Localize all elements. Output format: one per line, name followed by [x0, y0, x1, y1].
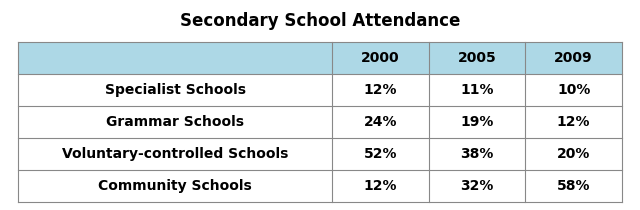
Text: 24%: 24%	[364, 115, 397, 129]
Text: 2005: 2005	[458, 51, 497, 65]
Text: 11%: 11%	[460, 83, 494, 97]
Bar	[18, 106, 622, 138]
Text: 32%: 32%	[460, 179, 493, 193]
Text: Specialist Schools: Specialist Schools	[104, 83, 246, 97]
Text: 58%: 58%	[557, 179, 591, 193]
Text: 12%: 12%	[364, 83, 397, 97]
Bar	[18, 170, 622, 202]
Text: 12%: 12%	[364, 179, 397, 193]
Text: 10%: 10%	[557, 83, 590, 97]
Text: Community Schools: Community Schools	[98, 179, 252, 193]
Text: 52%: 52%	[364, 147, 397, 161]
Text: 2000: 2000	[361, 51, 400, 65]
Text: Grammar Schools: Grammar Schools	[106, 115, 244, 129]
Text: Secondary School Attendance: Secondary School Attendance	[180, 12, 460, 30]
Bar	[18, 138, 622, 170]
Text: 38%: 38%	[460, 147, 493, 161]
Text: 12%: 12%	[557, 115, 591, 129]
Text: 19%: 19%	[460, 115, 493, 129]
Text: 2009: 2009	[554, 51, 593, 65]
Bar	[18, 42, 622, 74]
Text: 20%: 20%	[557, 147, 590, 161]
Text: Voluntary-controlled Schools: Voluntary-controlled Schools	[62, 147, 288, 161]
Bar	[18, 74, 622, 106]
